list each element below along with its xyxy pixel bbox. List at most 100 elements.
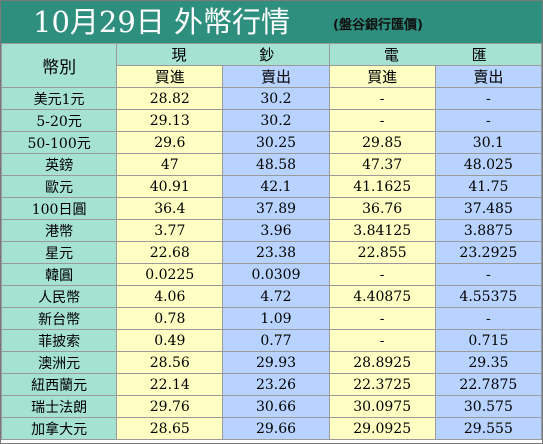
title-bar: 10月29日 外幣行情 (盤谷銀行匯價)	[1, 1, 542, 43]
wire-buy-cell: 36.76	[328, 197, 436, 220]
wire-buy-cell: -	[328, 307, 436, 330]
currency-name-cell: 英鎊	[0, 153, 118, 176]
cash-buy-cell: 28.82	[116, 87, 224, 110]
cash-sell-cell: 29.66	[222, 417, 330, 440]
cash-sell-cell: 30.2	[222, 87, 330, 110]
wire-buy-cell: 47.37	[328, 153, 436, 176]
currency-name-cell: 澳洲元	[0, 351, 118, 374]
cash-sell-cell: 30.66	[222, 395, 330, 418]
cash-buy-cell: 29.13	[116, 109, 224, 132]
cash-buy-cell: 4.06	[116, 285, 224, 308]
cash-sell-cell: 1.09	[222, 307, 330, 330]
wire-sell-cell: -	[434, 87, 543, 110]
wire-sell-cell: 0.715	[434, 329, 543, 352]
table-row: 美元1元 28.82 30.2- -	[0, 87, 543, 110]
currency-column-header: 幣別	[0, 43, 118, 88]
currency-name-cell: 歐元	[0, 175, 118, 198]
wire-sell-cell: -	[434, 263, 543, 286]
wire-buy-cell: -	[328, 263, 436, 286]
cash-sell-cell: 37.89	[222, 197, 330, 220]
table-row: 韓圓 0.0225 0.0309- -	[0, 263, 543, 286]
cash-sell-cell: 3.96	[222, 219, 330, 242]
cash-buy-cell: 0.78	[116, 307, 224, 330]
table-row: 瑞士法朗 29.76 30.66 30.0975 30.575	[0, 395, 543, 418]
cash-buy-cell: 0.0225	[116, 263, 224, 286]
cash-sell-cell: 48.58	[222, 153, 330, 176]
currency-name-cell: 瑞士法朗	[0, 395, 118, 418]
currency-name-cell: 菲披索	[0, 329, 118, 352]
header-row-columns: 買進 賣出 買進 賣出	[2, 65, 543, 88]
cash-group-header: 現 鈔	[116, 43, 330, 66]
page-title: 10月29日 外幣行情	[33, 5, 291, 39]
table-row: 歐元 40.91 42.1 41.1625 41.75	[0, 175, 543, 198]
wire-sell-cell: 30.1	[434, 131, 543, 154]
wire-buy-cell: -	[328, 329, 436, 352]
cash-buy-cell: 22.14	[116, 373, 224, 396]
cash-sell-cell: 4.72	[222, 285, 330, 308]
table-row: 英鎊 47 48.58 47.37 48.025	[0, 153, 543, 176]
cash-buy-cell: 0.49	[116, 329, 224, 352]
wire-buy-cell: 22.855	[328, 241, 436, 264]
currency-name-cell: 韓圓	[0, 263, 118, 286]
cash-sell-cell: 30.2	[222, 109, 330, 132]
wire-group-char-1: 電	[383, 46, 399, 64]
wire-sell-cell: 3.8875	[434, 219, 543, 242]
currency-name-cell: 加拿大元	[0, 417, 118, 440]
cash-group-char-2: 鈔	[259, 46, 275, 64]
wire-sell-cell: 29.555	[434, 417, 543, 440]
cash-sell-cell: 30.25	[222, 131, 330, 154]
cash-sell-cell: 0.0309	[222, 263, 330, 286]
wire-buy-cell: 29.85	[328, 131, 436, 154]
wire-sell-cell: -	[434, 307, 543, 330]
cash-sell-cell: 42.1	[222, 175, 330, 198]
table-row: 50-100元 29.6 30.25 29.85 30.1	[0, 131, 543, 154]
currency-name-cell: 新台幣	[0, 307, 118, 330]
currency-name-cell: 5-20元	[0, 109, 118, 132]
table-row: 5-20元 29.13 30.2- -	[0, 109, 543, 132]
table-row: 100日圓 36.4 37.89 36.76 37.485	[0, 197, 543, 220]
table-row: 加拿大元 28.65 29.66 29.0925 29.555	[0, 417, 543, 440]
cash-buy-cell: 47	[116, 153, 224, 176]
wire-sell-cell: 4.55375	[434, 285, 543, 308]
currency-name-cell: 美元1元	[0, 87, 118, 110]
wire-group-header: 電 匯	[328, 43, 543, 66]
exchange-rate-table: 幣別 現 鈔 電 匯 買進 賣出 買進 賣出	[0, 43, 543, 440]
cash-buy-cell: 40.91	[116, 175, 224, 198]
currency-name-cell: 紐西蘭元	[0, 373, 118, 396]
cash-buy-cell: 29.6	[116, 131, 224, 154]
wire-sell-cell: 22.7875	[434, 373, 543, 396]
cash-sell-cell: 0.77	[222, 329, 330, 352]
table-row: 紐西蘭元 22.14 23.26 22.3725 22.7875	[0, 373, 543, 396]
cash-buy-cell: 3.77	[116, 219, 224, 242]
wire-sell-cell: 37.485	[434, 197, 543, 220]
wire-sell-header: 賣出	[434, 65, 543, 88]
table-row: 新台幣 0.78 1.09- -	[0, 307, 543, 330]
cash-buy-cell: 22.68	[116, 241, 224, 264]
wire-buy-cell: -	[328, 87, 436, 110]
source-note: (盤谷銀行匯價)	[333, 18, 423, 33]
cash-buy-cell: 28.56	[116, 351, 224, 374]
wire-buy-cell: 29.0925	[328, 417, 436, 440]
wire-buy-cell: 22.3725	[328, 373, 436, 396]
wire-buy-cell: 30.0975	[328, 395, 436, 418]
currency-name-cell: 100日圓	[0, 197, 118, 220]
table-row: 澳洲元 28.56 29.93 28.8925 29.35	[0, 351, 543, 374]
currency-name-cell: 星元	[0, 241, 118, 264]
wire-buy-cell: 3.84125	[328, 219, 436, 242]
table-row: 港幣 3.77 3.96 3.84125 3.8875	[0, 219, 543, 242]
cash-sell-cell: 23.38	[222, 241, 330, 264]
wire-buy-cell: -	[328, 109, 436, 132]
currency-name-cell: 人民幣	[0, 285, 118, 308]
cash-sell-cell: 29.93	[222, 351, 330, 374]
wire-group-char-2: 匯	[471, 46, 487, 64]
wire-buy-cell: 28.8925	[328, 351, 436, 374]
wire-sell-cell: 41.75	[434, 175, 543, 198]
wire-sell-cell: 30.575	[434, 395, 543, 418]
cash-group-char-1: 現	[171, 46, 187, 64]
cash-buy-cell: 28.65	[116, 417, 224, 440]
wire-sell-cell: -	[434, 109, 543, 132]
cash-buy-cell: 29.76	[116, 395, 224, 418]
cash-buy-cell: 36.4	[116, 197, 224, 220]
table-row: 菲披索 0.49 0.77-0.715	[0, 329, 543, 352]
